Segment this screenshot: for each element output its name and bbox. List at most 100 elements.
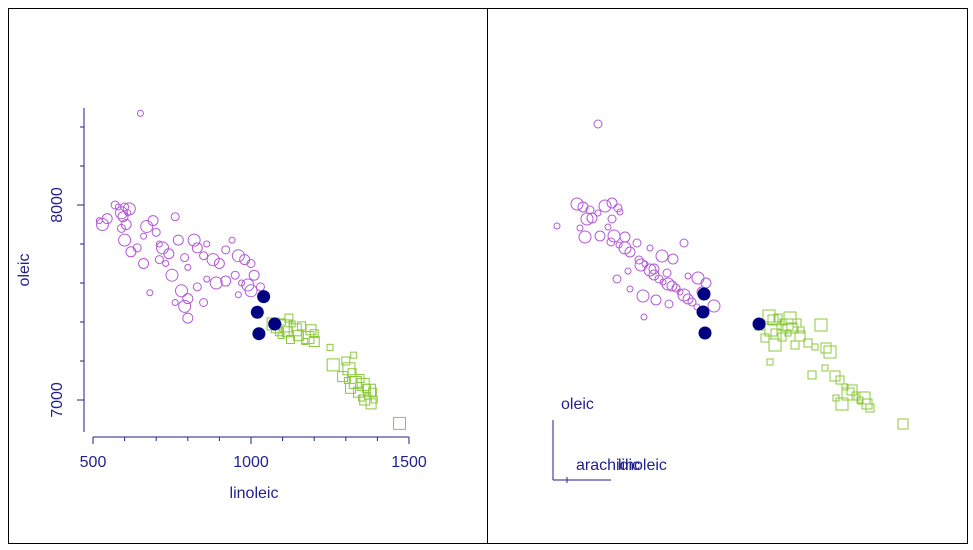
data-point xyxy=(784,329,792,337)
legend-label-linoleic: linoleic xyxy=(618,457,667,474)
data-point xyxy=(776,323,784,331)
data-point xyxy=(634,258,648,272)
data-point xyxy=(350,351,358,359)
data-point xyxy=(684,272,692,280)
highlighted-point xyxy=(268,317,282,331)
data-point xyxy=(760,333,770,343)
data-point xyxy=(659,278,667,286)
data-point xyxy=(570,197,584,211)
data-point xyxy=(803,338,813,348)
data-point xyxy=(180,253,190,263)
data-point xyxy=(598,199,612,213)
data-point xyxy=(777,332,787,342)
axes-legend: oleic arachidic linoleic xyxy=(552,396,667,483)
data-point xyxy=(199,251,209,261)
data-point xyxy=(666,280,678,292)
data-point xyxy=(174,284,188,298)
data-point xyxy=(624,246,636,258)
data-point xyxy=(576,224,584,232)
left-panel-axes: 500 1000 1500 7000 8000 linoleic oleic xyxy=(16,108,427,502)
right-panel-points xyxy=(553,119,909,430)
legend-label-arachidic: arachidic xyxy=(576,457,640,474)
data-point xyxy=(156,241,170,255)
data-point xyxy=(277,332,285,340)
data-point xyxy=(246,259,256,268)
data-point xyxy=(230,270,240,280)
data-point xyxy=(182,293,194,305)
data-point xyxy=(841,383,849,391)
data-point xyxy=(203,240,211,248)
data-point xyxy=(151,227,161,237)
x-tick-marks xyxy=(92,437,410,444)
data-point xyxy=(132,243,142,253)
data-point xyxy=(578,230,592,244)
data-point xyxy=(606,197,618,209)
data-point xyxy=(209,276,223,290)
data-point xyxy=(762,309,776,323)
data-point xyxy=(241,278,255,292)
data-point xyxy=(626,285,634,293)
data-point xyxy=(172,234,184,246)
data-point xyxy=(165,268,179,282)
data-point xyxy=(790,340,800,350)
data-point xyxy=(553,222,561,230)
data-point xyxy=(213,258,225,269)
data-point xyxy=(286,335,295,345)
data-point xyxy=(110,200,120,210)
data-point xyxy=(797,326,805,334)
data-point xyxy=(687,297,697,307)
data-point xyxy=(248,269,260,281)
data-point xyxy=(178,299,192,313)
data-point xyxy=(594,230,606,242)
data-point xyxy=(191,242,203,254)
data-point xyxy=(228,236,236,244)
data-point xyxy=(616,208,624,216)
data-point xyxy=(655,249,669,263)
data-point xyxy=(122,202,136,216)
data-point xyxy=(255,282,265,292)
y-tick-label-8000: 8000 xyxy=(49,187,66,223)
highlighted-point xyxy=(696,305,710,319)
x-tick-label-500: 500 xyxy=(80,454,107,471)
data-point xyxy=(206,253,220,267)
highlighted-point xyxy=(252,327,266,341)
data-point xyxy=(117,211,129,223)
data-point xyxy=(368,387,378,397)
highlighted-point xyxy=(697,287,711,301)
data-point xyxy=(234,291,242,299)
data-point xyxy=(679,238,689,248)
data-point xyxy=(773,313,783,323)
data-point xyxy=(640,313,648,321)
data-point xyxy=(650,294,662,306)
highlighted-point xyxy=(250,305,264,319)
data-point xyxy=(593,119,603,129)
data-point xyxy=(140,232,148,240)
data-point xyxy=(594,209,602,217)
data-point xyxy=(120,202,130,212)
data-point xyxy=(783,311,797,325)
data-point xyxy=(393,416,407,430)
data-point xyxy=(766,358,774,366)
data-point xyxy=(136,109,144,117)
data-point xyxy=(767,314,779,326)
highlighted-point xyxy=(257,290,271,304)
data-point xyxy=(192,282,202,292)
data-point xyxy=(577,201,589,213)
data-point xyxy=(220,275,232,287)
data-point xyxy=(101,213,113,225)
data-point xyxy=(586,212,598,224)
data-point xyxy=(309,329,319,339)
x-tick-label-1000: 1000 xyxy=(233,454,269,471)
data-point xyxy=(664,299,674,309)
data-point xyxy=(221,245,231,255)
data-point xyxy=(341,356,351,366)
data-point xyxy=(604,223,612,231)
data-point xyxy=(146,289,154,297)
data-point xyxy=(851,391,861,401)
data-point xyxy=(155,240,163,248)
data-point xyxy=(607,214,617,224)
data-point xyxy=(114,206,128,220)
x-tick-label-1500: 1500 xyxy=(391,454,427,471)
data-point xyxy=(807,370,817,380)
